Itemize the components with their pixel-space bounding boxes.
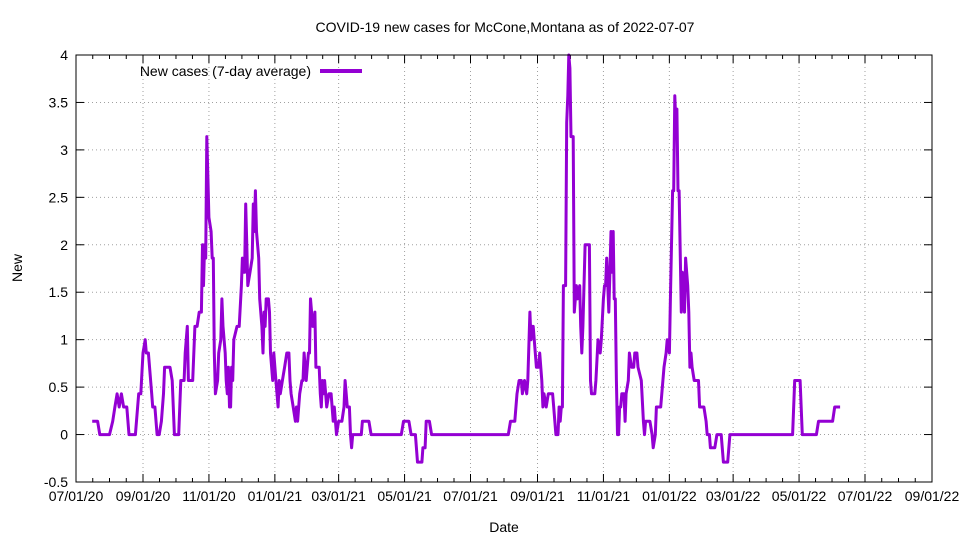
y-axis-label: New	[9, 253, 25, 282]
y-tick-label: 3.5	[49, 94, 69, 110]
x-tick-label: 01/01/21	[248, 488, 303, 504]
x-tick-label: 05/01/21	[377, 488, 432, 504]
plot-frame	[75, 54, 933, 483]
series-group	[92, 53, 841, 464]
x-tick-label: 07/01/21	[443, 488, 498, 504]
legend-label: New cases (7-day average)	[140, 63, 311, 79]
x-axis-label: Date	[489, 519, 519, 535]
y-tick-label: 0	[60, 427, 68, 443]
x-tick-label: 09/01/21	[510, 488, 565, 504]
x-tick-label: 01/01/22	[642, 488, 697, 504]
y-tick-label: -0.5	[44, 474, 68, 490]
x-tick-label: 09/01/20	[116, 488, 171, 504]
legend: New cases (7-day average)	[140, 63, 362, 79]
x-tick-label: 11/01/21	[577, 488, 631, 504]
x-tick-label: 07/01/20	[49, 488, 104, 504]
x-tick-label: 03/01/22	[706, 488, 761, 504]
chart-title: COVID-19 new cases for McCone,Montana as…	[316, 19, 695, 35]
y-tick-label: 2	[60, 237, 68, 253]
y-tick-label: 0.5	[49, 379, 69, 395]
x-tick-label: 11/01/20	[182, 488, 236, 504]
x-tick-label: 07/01/22	[838, 488, 893, 504]
y-tick-label: 1	[60, 332, 68, 348]
y-tick-label: 2.5	[49, 189, 69, 205]
series-line	[92, 53, 841, 464]
x-tick-label: 09/01/22	[905, 488, 960, 504]
axis-ticks: -0.5 0 0.5 1 1.5 2 2.5 3 3.5 4 07/01/20 09/01/20 11/…	[44, 47, 960, 504]
y-tick-label: 3	[60, 142, 68, 158]
y-tick-label: 4	[60, 47, 68, 63]
x-tick-label: 05/01/22	[772, 488, 827, 504]
x-tick-label: 03/01/21	[311, 488, 366, 504]
y-tick-label: 1.5	[49, 284, 69, 300]
